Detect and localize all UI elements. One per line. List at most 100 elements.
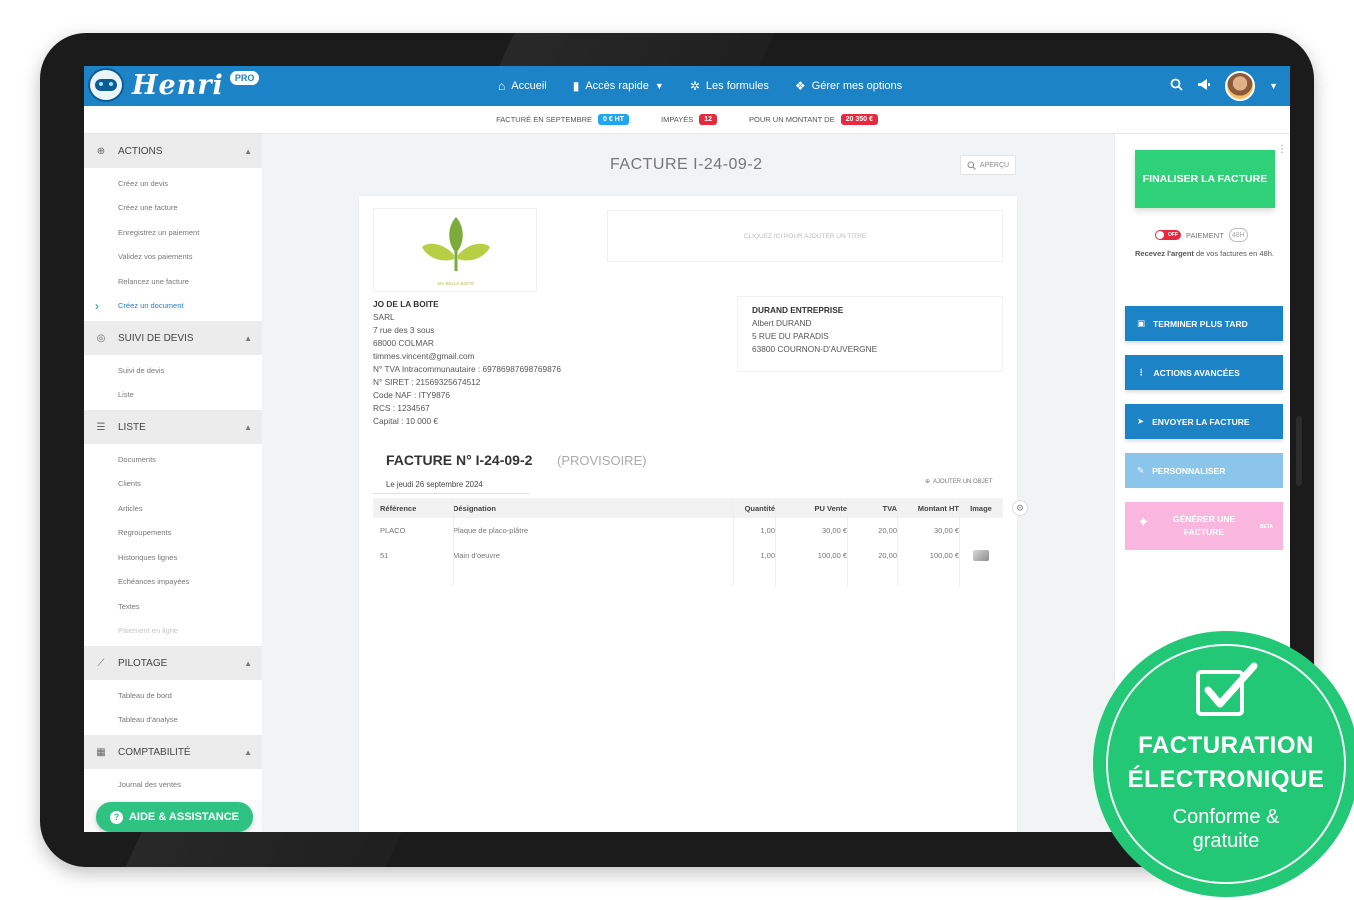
client-address-box[interactable] xyxy=(737,296,1003,372)
section-title: Actions xyxy=(118,145,163,157)
payment-toggle[interactable]: OFF xyxy=(1155,230,1181,240)
sidebar-section-body: Journal des ventes xyxy=(84,769,262,800)
sidebar-item-articles[interactable]: Articles xyxy=(118,503,143,513)
sidebar-item-enregistrer-paiement[interactable]: Enregistrez un paiement xyxy=(118,227,200,237)
brand-caption: Ma belle boite xyxy=(437,281,475,286)
user-avatar[interactable] xyxy=(1225,71,1256,101)
header-quantity: Quantité xyxy=(744,503,775,513)
company-logo-box[interactable]: Ma belle boite xyxy=(373,208,537,292)
client-name: DURAND ENTREPRISE xyxy=(752,305,844,315)
sidebar-item-textes[interactable]: Textes xyxy=(118,601,140,611)
chevron-down-icon: ▼ xyxy=(654,81,664,91)
clock-48h-icon: 48H xyxy=(1228,228,1248,242)
add-object-button[interactable]: ⊕ Ajouter un objet xyxy=(925,478,992,486)
sidebar-item-relancer-facture[interactable]: Relancez une facture xyxy=(118,276,189,286)
table-column-divider xyxy=(453,498,454,586)
image-thumbnail xyxy=(973,550,989,561)
button-label: Actions avancées xyxy=(1153,367,1240,378)
cell-amount: 100,00 € xyxy=(929,551,959,560)
header-reference: Référence xyxy=(380,503,417,513)
stat-unpaid[interactable]: Impayés 12 xyxy=(661,114,718,125)
stat-billed: Facturé en septembre 0 € HT xyxy=(496,114,630,125)
cell-reference: PLACO xyxy=(380,526,406,535)
nav-accueil[interactable]: ⌂ Accueil xyxy=(498,79,547,93)
nav-label: Gérer mes options xyxy=(811,80,903,92)
sidebar-item-suivi-devis[interactable]: Suivi de devis xyxy=(118,365,165,375)
list-icon: ☰ xyxy=(96,421,106,433)
robot-logo-icon xyxy=(88,68,124,102)
sidebar-item-paiement-en-ligne[interactable]: Paiement en ligne xyxy=(118,626,179,636)
gear-icon[interactable]: ⚙ xyxy=(1012,500,1028,516)
more-vertical-icon[interactable]: ⋮ xyxy=(1277,144,1287,155)
sidebar-item-tableau-analyse[interactable]: Tableau d'analyse xyxy=(118,715,178,725)
sidebar-item-historiques-lignes[interactable]: Historiques lignes xyxy=(118,552,178,562)
send-invoice-button[interactable]: ➤ Envoyer la facture xyxy=(1125,404,1283,439)
sender-address[interactable]: JO DE LA BOITE SARL 7 rue des 3 sous 680… xyxy=(373,298,613,428)
stats-bar: Facturé en septembre 0 € HT Impayés 12 P… xyxy=(84,106,1290,134)
nav-formules[interactable]: ✲ Les formules xyxy=(690,79,769,93)
sidebar-item-clients[interactable]: Clients xyxy=(118,479,141,489)
search-icon[interactable] xyxy=(1170,78,1183,94)
sidebar-item-documents[interactable]: Documents xyxy=(118,454,156,464)
sidebar-section-actions[interactable]: ⊕ Actions ▲ xyxy=(84,134,262,168)
megaphone-icon[interactable] xyxy=(1197,78,1211,94)
payment-desc-bold: Recevez l'argent xyxy=(1135,249,1194,258)
client-line: 63800 COURNON-D'AUVERGNE xyxy=(752,344,878,354)
nav-options[interactable]: ❖ Gérer mes options xyxy=(795,79,902,93)
sender-line: SARL xyxy=(373,312,395,322)
stat-amount: Pour un montant de 20 350 € xyxy=(749,114,878,125)
sidebar-section-liste[interactable]: ☰ Liste ▲ xyxy=(84,410,262,444)
question-icon: ? xyxy=(109,810,123,824)
paper-plane-icon: ➤ xyxy=(1137,416,1145,426)
finish-later-button[interactable]: ▣ Terminer plus tard xyxy=(1125,306,1283,341)
sidebar-section-pilotage[interactable]: ⟋ Pilotage ▲ xyxy=(84,646,262,680)
sidebar-item-tableau-bord[interactable]: Tableau de bord xyxy=(118,690,172,700)
cell-image[interactable] xyxy=(959,550,1003,561)
pro-badge: PRO xyxy=(229,71,260,85)
cell-quantity: 1,00 xyxy=(760,526,775,535)
table-column-divider xyxy=(959,498,960,586)
button-label: Générer une facture xyxy=(1172,514,1236,537)
button-label: Terminer plus tard xyxy=(1153,318,1248,329)
target-icon: ◎ xyxy=(96,332,106,344)
sender-line: Code NAF : ITY9876 xyxy=(373,390,451,400)
table-row[interactable]: PLACO Plaque de placo-plâtre 1,00 30,00 … xyxy=(373,518,1003,543)
client-address[interactable]: DURAND ENTREPRISE Albert DURAND 5 RUE DU… xyxy=(752,304,992,356)
generate-invoice-button[interactable]: ✦ Générer une facture BETA xyxy=(1125,502,1283,550)
nav-acces-rapide[interactable]: ▮ Accès rapide ▼ xyxy=(573,79,664,93)
sidebar-item-journal-ventes[interactable]: Journal des ventes xyxy=(118,779,181,789)
finalize-invoice-button[interactable]: Finaliser la facture xyxy=(1135,150,1275,208)
sidebar-item-regroupements[interactable]: Regroupements xyxy=(118,528,172,538)
sidebar-section-body: Créez un devis Créez une facture Enregis… xyxy=(84,168,262,321)
top-right-tools: ▼ xyxy=(1170,66,1278,106)
cell-amount: 30,00 € xyxy=(933,526,959,535)
app-logo[interactable]: Henri PRO xyxy=(88,68,260,102)
advanced-actions-button[interactable]: ⋮ Actions avancées xyxy=(1125,355,1283,390)
client-line: 5 RUE DU PARADIS xyxy=(752,331,829,341)
invoice-date[interactable]: Le jeudi 26 septembre 2024 xyxy=(373,476,529,494)
stamp-ring xyxy=(1106,644,1346,884)
section-title: Comptabilité xyxy=(118,746,191,758)
sidebar-section-suivi-devis[interactable]: ◎ Suivi de devis ▲ xyxy=(84,321,262,355)
checkbox-check-icon xyxy=(1098,660,1354,722)
sidebar-item-valider-paiements[interactable]: Validez vos paiements xyxy=(118,252,193,262)
sender-line: 68000 COLMAR xyxy=(373,338,434,348)
table-row[interactable]: 51 Main d'oeuvre 1,00 100,00 € 20,00 100… xyxy=(373,543,1003,568)
preview-button[interactable]: Aperçu xyxy=(960,155,1016,175)
chevron-down-icon[interactable]: ▼ xyxy=(1269,81,1278,91)
customize-button[interactable]: ✎ Personnaliser xyxy=(1125,453,1283,488)
gears-icon: ✲ xyxy=(689,79,700,93)
sidebar-item-liste-devis[interactable]: Liste xyxy=(118,390,134,400)
document-title-field[interactable]: Cliquez ici pour ajouter un titre xyxy=(607,210,1003,262)
section-title: Pilotage xyxy=(118,657,168,669)
sidebar-item-creer-devis[interactable]: Créez un devis xyxy=(118,178,169,188)
sidebar-item-echeances-impayees[interactable]: Echéances impayées xyxy=(118,577,190,587)
table-column-divider xyxy=(775,498,776,586)
sidebar-item-creer-facture[interactable]: Créez une facture xyxy=(118,203,178,213)
help-assistance-button[interactable]: ? Aide & Assistance xyxy=(96,802,253,832)
sidebar-section-comptabilite[interactable]: ▦ Comptabilité ▲ xyxy=(84,735,262,769)
sidebar-item-creer-document[interactable]: Créez un document xyxy=(84,294,262,319)
search-icon xyxy=(967,161,976,170)
plus-circle-icon: ⊕ xyxy=(925,479,931,485)
chevron-up-icon: ▲ xyxy=(244,146,252,156)
